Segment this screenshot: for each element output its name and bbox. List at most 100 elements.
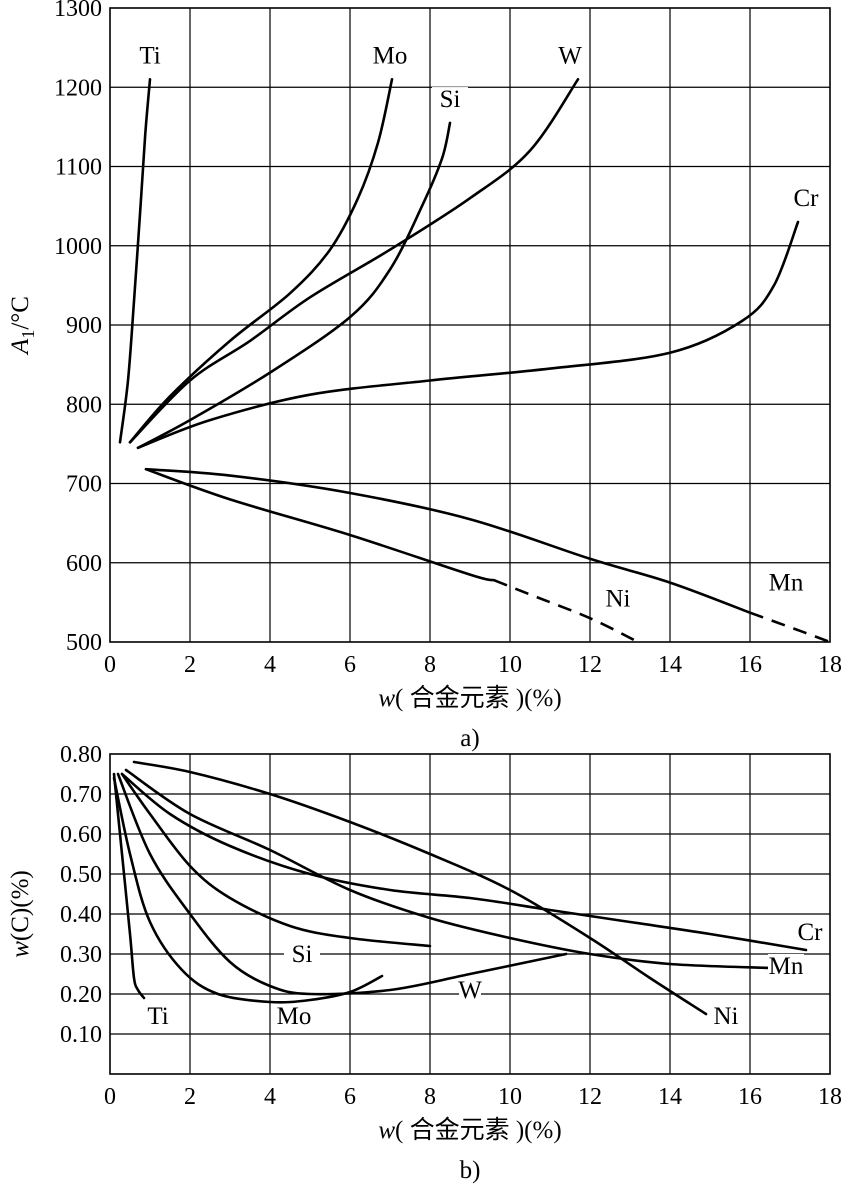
series-line-ni: [132, 760, 708, 1016]
panel-caption: b): [460, 1157, 481, 1184]
x-tick-label: 0: [104, 652, 116, 678]
x-tick-label: 12: [578, 652, 602, 678]
x-tick-label: 4: [264, 652, 276, 678]
series-label-mn: Mn: [769, 953, 804, 980]
series-label-mo: Mo: [277, 1003, 312, 1030]
x-tick-label: 14: [658, 652, 682, 678]
x-tick-label: 18: [818, 652, 842, 678]
y-tick-label: 0.20: [60, 982, 102, 1008]
x-tick-label: 6: [344, 1084, 356, 1110]
x-axis-label: w( 合金元素 )(%): [378, 1116, 561, 1144]
series-label-si: Si: [292, 941, 313, 968]
x-axis-label: w( 合金元素 )(%): [378, 684, 561, 712]
y-tick-label: 600: [66, 551, 102, 577]
x-tick-label: 10: [498, 652, 522, 678]
y-tick-label: 0.60: [60, 822, 102, 848]
series-label-bg: [792, 920, 828, 946]
y-tick-label: 0.80: [60, 742, 102, 768]
y-tick-label: 1000: [54, 234, 102, 260]
series-line-si: [120, 772, 432, 948]
series-line-ni-dashed: [493, 578, 639, 644]
x-tick-label: 12: [578, 1084, 602, 1110]
series-label-bg: [132, 43, 168, 70]
x-tick-label: 4: [264, 1084, 276, 1110]
x-tick-label: 16: [738, 1084, 762, 1110]
y-tick-label: 0.50: [60, 862, 102, 888]
x-axis-label-var: w: [378, 685, 395, 712]
y-tick-label: 0.40: [60, 902, 102, 928]
series-line-ti: [112, 772, 146, 1000]
series-label-bg: [559, 43, 581, 70]
chart-panel-0: 0 2 4 6 8 10 12 14 16 18 500 600 700 800 900 1000 1100 12…: [7, 0, 842, 752]
panel-caption: a): [460, 725, 479, 752]
series-label-bg: [708, 1004, 744, 1030]
y-axis-label: A1/°C: [7, 296, 38, 356]
series-label-bg: [284, 942, 320, 968]
series-label-bg: [276, 1004, 312, 1030]
y-axis-label: w(C)(%): [7, 870, 34, 958]
series-line-mn-dashed: [749, 611, 831, 644]
series-line-cr: [136, 220, 800, 450]
series-label-w: W: [458, 977, 482, 1004]
y-tick-label: 900: [66, 313, 102, 339]
x-tick-label: 2: [184, 1084, 196, 1110]
plot-frame: [109, 7, 831, 643]
series-line-ni: [144, 467, 496, 582]
y-tick-label: 0.10: [60, 1022, 102, 1048]
series-line-cr: [120, 772, 808, 952]
series-label-ni: Ni: [606, 585, 631, 612]
series-line-w: [116, 772, 568, 996]
y-tick-label: 1100: [55, 155, 102, 181]
series-line-mo: [128, 78, 394, 444]
series-label-ni: Ni: [714, 1003, 739, 1030]
chart-panel-1: 0 2 4 6 8 10 12 14 16 18 0.10 0.20 0.30 0.40 0.50 0.60 0…: [7, 742, 842, 1184]
y-axis-label-text: (C)(%): [7, 870, 34, 941]
series-label-cr: Cr: [798, 919, 824, 946]
x-tick-label: 6: [344, 652, 356, 678]
y-tick-label: 1200: [54, 75, 102, 101]
series-line-ti: [118, 78, 152, 444]
series-label-bg: [788, 186, 824, 213]
series-line-mn: [124, 768, 772, 970]
series-label-ti: Ti: [147, 1003, 168, 1030]
series-label-si: Si: [440, 86, 461, 113]
y-tick-label: 0.70: [60, 782, 102, 808]
plot-frame: [109, 753, 831, 1075]
x-axis-label-text: ( 合金元素 )(%): [395, 684, 562, 712]
y-tick-label: 800: [66, 392, 102, 418]
x-tick-label: 16: [738, 652, 762, 678]
x-tick-label: 8: [424, 652, 436, 678]
series-label-bg: [432, 87, 468, 114]
series-label-bg: [140, 1004, 176, 1030]
y-tick-label: 500: [66, 630, 102, 656]
x-tick-label: 0: [104, 1084, 116, 1110]
series-label-w: W: [558, 42, 582, 69]
y-axis-label-var: w: [7, 941, 34, 958]
series-label-bg: [768, 954, 804, 980]
series-line-mo: [112, 776, 384, 1004]
x-tick-label: 10: [498, 1084, 522, 1110]
series-label-bg: [459, 978, 481, 1004]
x-tick-label: 2: [184, 652, 196, 678]
series-label-ti: Ti: [139, 42, 160, 69]
series-line-si: [136, 121, 452, 450]
series-label-bg: [600, 586, 636, 613]
y-axis-label-var: A: [7, 338, 34, 356]
series-line-w: [128, 78, 580, 444]
series-label-mo: Mo: [373, 42, 408, 69]
y-axis-label-sub: 1: [18, 330, 38, 339]
y-tick-label: 1300: [54, 0, 102, 22]
x-axis-label-var: w: [378, 1117, 395, 1144]
y-tick-label: 0.30: [60, 942, 102, 968]
x-axis-label-text: ( 合金元素 )(%): [395, 1116, 562, 1144]
y-tick-label: 700: [66, 472, 102, 498]
series-label-mn: Mn: [769, 569, 804, 596]
x-tick-label: 14: [658, 1084, 682, 1110]
series-label-bg: [768, 570, 804, 597]
y-axis-label-unit: /°C: [7, 296, 34, 330]
x-tick-label: 18: [818, 1084, 842, 1110]
series-line-mn: [144, 467, 752, 614]
series-label-cr: Cr: [794, 185, 820, 212]
